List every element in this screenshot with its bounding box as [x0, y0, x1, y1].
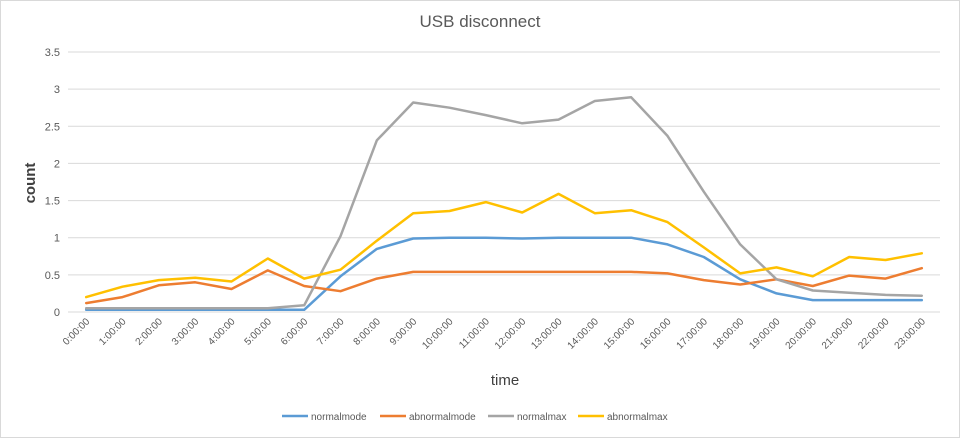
- x-tick-label: 1:00:00: [97, 316, 129, 348]
- x-tick-label: 5:00:00: [243, 316, 275, 348]
- series-lines: [84, 96, 924, 312]
- series-line-normalmax: [84, 96, 924, 310]
- series-line-abnormalmax: [84, 192, 924, 299]
- y-tick-label: 0.5: [45, 270, 60, 282]
- y-tick-label: 2: [54, 158, 60, 170]
- x-tick-label: 8:00:00: [352, 316, 384, 348]
- legend-label: normalmode: [311, 412, 367, 423]
- x-tick-label: 17:00:00: [675, 316, 711, 352]
- x-tick-label: 0:00:00: [61, 316, 93, 348]
- x-tick-label: 7:00:00: [315, 316, 347, 348]
- x-tick-label: 9:00:00: [388, 316, 420, 348]
- x-tick-label: 10:00:00: [420, 316, 456, 352]
- y-axis-label: count: [22, 163, 39, 204]
- legend-label: abnormalmode: [409, 412, 476, 423]
- legend-label: abnormalmax: [607, 412, 668, 423]
- legend: normalmode abnormalmode normalmax abnormalm…: [282, 412, 668, 423]
- x-tick-label: 13:00:00: [529, 316, 565, 352]
- x-tick-label: 19:00:00: [747, 316, 783, 352]
- legend-item-abnormalmode: abnormalmode: [380, 412, 476, 423]
- legend-item-abnormalmax: abnormalmax: [578, 412, 668, 423]
- y-tick-label: 1.5: [45, 196, 60, 208]
- x-tick-label: 18:00:00: [711, 316, 747, 352]
- x-tick-label: 4:00:00: [206, 316, 238, 348]
- y-axis-ticks: 0 0.5 1 1.5 2 2.5 3 3.5: [45, 47, 60, 319]
- x-tick-label: 20:00:00: [784, 316, 820, 352]
- x-tick-label: 22:00:00: [856, 316, 892, 352]
- x-axis-ticks: 0:00:00 1:00:00 2:00:00 3:00:00 4:00:00 5:00:…: [61, 316, 928, 352]
- y-tick-label: 1: [54, 233, 60, 245]
- chart-title: USB disconnect: [420, 12, 541, 31]
- y-tick-label: 3: [54, 84, 60, 96]
- x-tick-label: 12:00:00: [493, 316, 529, 352]
- y-tick-label: 2.5: [45, 121, 60, 133]
- x-tick-label: 15:00:00: [602, 316, 638, 352]
- legend-item-normalmode: normalmode: [282, 412, 367, 423]
- gridlines: [68, 51, 940, 276]
- x-tick-label: 2:00:00: [134, 316, 166, 348]
- x-tick-label: 23:00:00: [893, 316, 929, 352]
- x-tick-label: 16:00:00: [638, 316, 674, 352]
- y-tick-label: 0: [54, 307, 60, 319]
- x-tick-label: 11:00:00: [457, 316, 492, 351]
- x-tick-label: 21:00:00: [820, 316, 856, 352]
- legend-item-normalmax: normalmax: [488, 412, 566, 423]
- x-axis-label: time: [491, 372, 519, 389]
- x-tick-label: 14:00:00: [566, 316, 602, 352]
- x-tick-label: 6:00:00: [279, 316, 311, 348]
- x-tick-label: 3:00:00: [170, 316, 202, 348]
- series-line-normalmode: [84, 236, 924, 312]
- legend-label: normalmax: [517, 412, 566, 423]
- y-tick-label: 3.5: [45, 47, 60, 59]
